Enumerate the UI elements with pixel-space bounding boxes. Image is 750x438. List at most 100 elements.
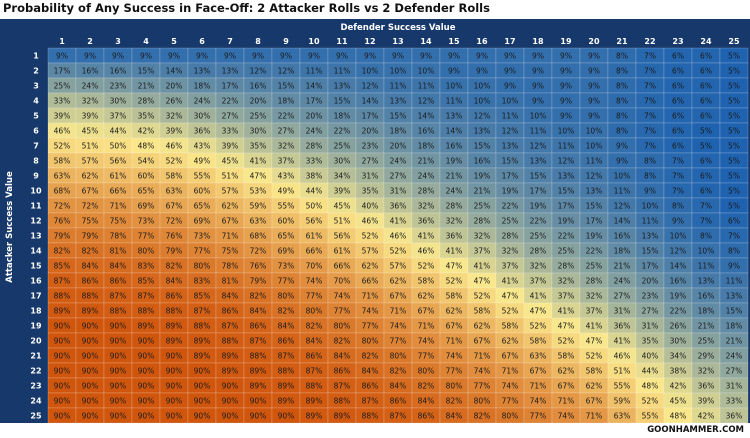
heatmap-cell-label: 90%	[54, 337, 71, 346]
heatmap-cell-label: 52%	[418, 262, 435, 271]
heatmap-cell-label: 38%	[306, 172, 323, 181]
heatmap-cell-label: 65%	[194, 202, 211, 211]
x-tick-label: 3	[115, 37, 121, 46]
heatmap-cell-label: 62%	[558, 367, 575, 376]
heatmap-cell-label: 52%	[54, 142, 71, 151]
heatmap-cell-label: 14%	[446, 127, 463, 136]
heatmap-cell-label: 52%	[446, 277, 463, 286]
heatmap-cell-label: 52%	[362, 232, 379, 241]
heatmap-cell-label: 90%	[138, 367, 155, 376]
heatmap-cell-label: 88%	[82, 292, 99, 301]
heatmap-cell-label: 15%	[558, 187, 575, 196]
heatmap-cell-label: 11%	[698, 262, 715, 271]
heatmap-cell-label: 58%	[474, 307, 491, 316]
heatmap-cell-label: 35%	[138, 112, 155, 121]
x-tick-label: 9	[283, 37, 289, 46]
heatmap-cell-label: 74%	[502, 382, 519, 391]
heatmap-cell-label: 18%	[278, 97, 295, 106]
heatmap-cell-label: 52%	[530, 322, 547, 331]
heatmap-cell-label: 13%	[726, 292, 743, 301]
heatmap-cell-label: 19%	[474, 172, 491, 181]
heatmap-cell-label: 66%	[306, 247, 323, 256]
x-tick-label: 20	[588, 37, 600, 46]
heatmap-cell-label: 80%	[502, 412, 519, 421]
heatmap-cell-label: 18%	[726, 322, 743, 331]
heatmap-cell-label: 22%	[558, 232, 575, 241]
heatmap-cell-label: 90%	[250, 397, 267, 406]
heatmap-cell-label: 35%	[362, 187, 379, 196]
heatmap-cell-label: 37%	[474, 247, 491, 256]
heatmap-cell-label: 67%	[166, 202, 183, 211]
heatmap-cell-label: 63%	[530, 352, 547, 361]
heatmap-cell-label: 21%	[698, 322, 715, 331]
heatmap-cell-label: 90%	[82, 412, 99, 421]
heatmap-cell-label: 90%	[166, 367, 183, 376]
heatmap-cell-label: 9%	[588, 52, 600, 61]
heatmap-cell-label: 47%	[250, 172, 267, 181]
heatmap-cell-label: 16%	[446, 142, 463, 151]
heatmap-cell-label: 57%	[390, 262, 407, 271]
heatmap-cell-label: 90%	[54, 352, 71, 361]
heatmap-cell-label: 30%	[250, 127, 267, 136]
y-tick-label: 10	[30, 187, 42, 196]
heatmap-cell-label: 22%	[278, 112, 295, 121]
heatmap-cell-label: 84%	[278, 322, 295, 331]
heatmap-cell-label: 30%	[334, 157, 351, 166]
heatmap-cell-label: 23%	[362, 142, 379, 151]
heatmap-cell-label: 11%	[642, 217, 659, 226]
heatmap-cell-label: 77%	[362, 322, 379, 331]
x-tick-label: 6	[199, 37, 205, 46]
heatmap-cell-label: 16%	[670, 277, 687, 286]
heatmap-cell-label: 74%	[558, 412, 575, 421]
heatmap-cell-label: 12%	[418, 97, 435, 106]
heatmap-cell-label: 44%	[110, 127, 127, 136]
heatmap-cell-label: 77%	[474, 382, 491, 391]
heatmap-cell-label: 25%	[54, 82, 71, 91]
heatmap-cell-label: 32%	[586, 292, 603, 301]
heatmap-cell-label: 67%	[222, 217, 239, 226]
watermark: GOONHAMMER.COM	[647, 425, 744, 435]
heatmap-cell-label: 33%	[222, 127, 239, 136]
heatmap-cell-label: 77%	[306, 292, 323, 301]
heatmap-cell-label: 27%	[642, 307, 659, 316]
x-tick-label: 4	[143, 37, 149, 46]
heatmap-cell-label: 47%	[558, 322, 575, 331]
y-tick-label: 6	[33, 127, 39, 136]
heatmap-cell-label: 31%	[642, 322, 659, 331]
heatmap-cell-label: 52%	[558, 337, 575, 346]
heatmap-cell-label: 5%	[728, 67, 740, 76]
heatmap-cell-label: 26%	[670, 322, 687, 331]
heatmap-cell-label: 90%	[138, 397, 155, 406]
heatmap-cell-label: 25%	[558, 247, 575, 256]
heatmap-cell-label: 71%	[558, 397, 575, 406]
heatmap-cell-label: 77%	[278, 277, 295, 286]
heatmap-cell-label: 41%	[418, 232, 435, 241]
heatmap-cell-label: 19%	[502, 187, 519, 196]
heatmap-cell-label: 88%	[166, 307, 183, 316]
heatmap-cell-label: 18%	[390, 127, 407, 136]
heatmap-cell-label: 16%	[418, 127, 435, 136]
x-tick-label: 25	[728, 37, 740, 46]
heatmap-cell-label: 6%	[728, 217, 740, 226]
heatmap-cell-label: 16%	[614, 232, 631, 241]
heatmap-cell-label: 41%	[502, 277, 519, 286]
heatmap-cell-label: 9%	[224, 52, 236, 61]
heatmap-cell-label: 58%	[54, 157, 71, 166]
y-tick-label: 7	[33, 142, 39, 151]
heatmap-cell-label: 37%	[586, 307, 603, 316]
heatmap-cell-label: 58%	[166, 172, 183, 181]
heatmap-cell-label: 15%	[334, 97, 351, 106]
heatmap-cell-label: 77%	[446, 367, 463, 376]
heatmap-cell-label: 9%	[504, 52, 516, 61]
heatmap-cell-label: 57%	[362, 247, 379, 256]
heatmap-cell-label: 27%	[222, 112, 239, 121]
heatmap-cell-label: 67%	[530, 367, 547, 376]
heatmap-cell-label: 8%	[616, 52, 628, 61]
heatmap-cell-label: 9%	[588, 97, 600, 106]
heatmap-cell-label: 67%	[502, 352, 519, 361]
heatmap-cell-label: 6%	[700, 67, 712, 76]
heatmap-cell-label: 46%	[418, 247, 435, 256]
heatmap-cell-label: 8%	[616, 97, 628, 106]
heatmap-cell-label: 82%	[306, 322, 323, 331]
heatmap-cell-label: 40%	[642, 352, 659, 361]
